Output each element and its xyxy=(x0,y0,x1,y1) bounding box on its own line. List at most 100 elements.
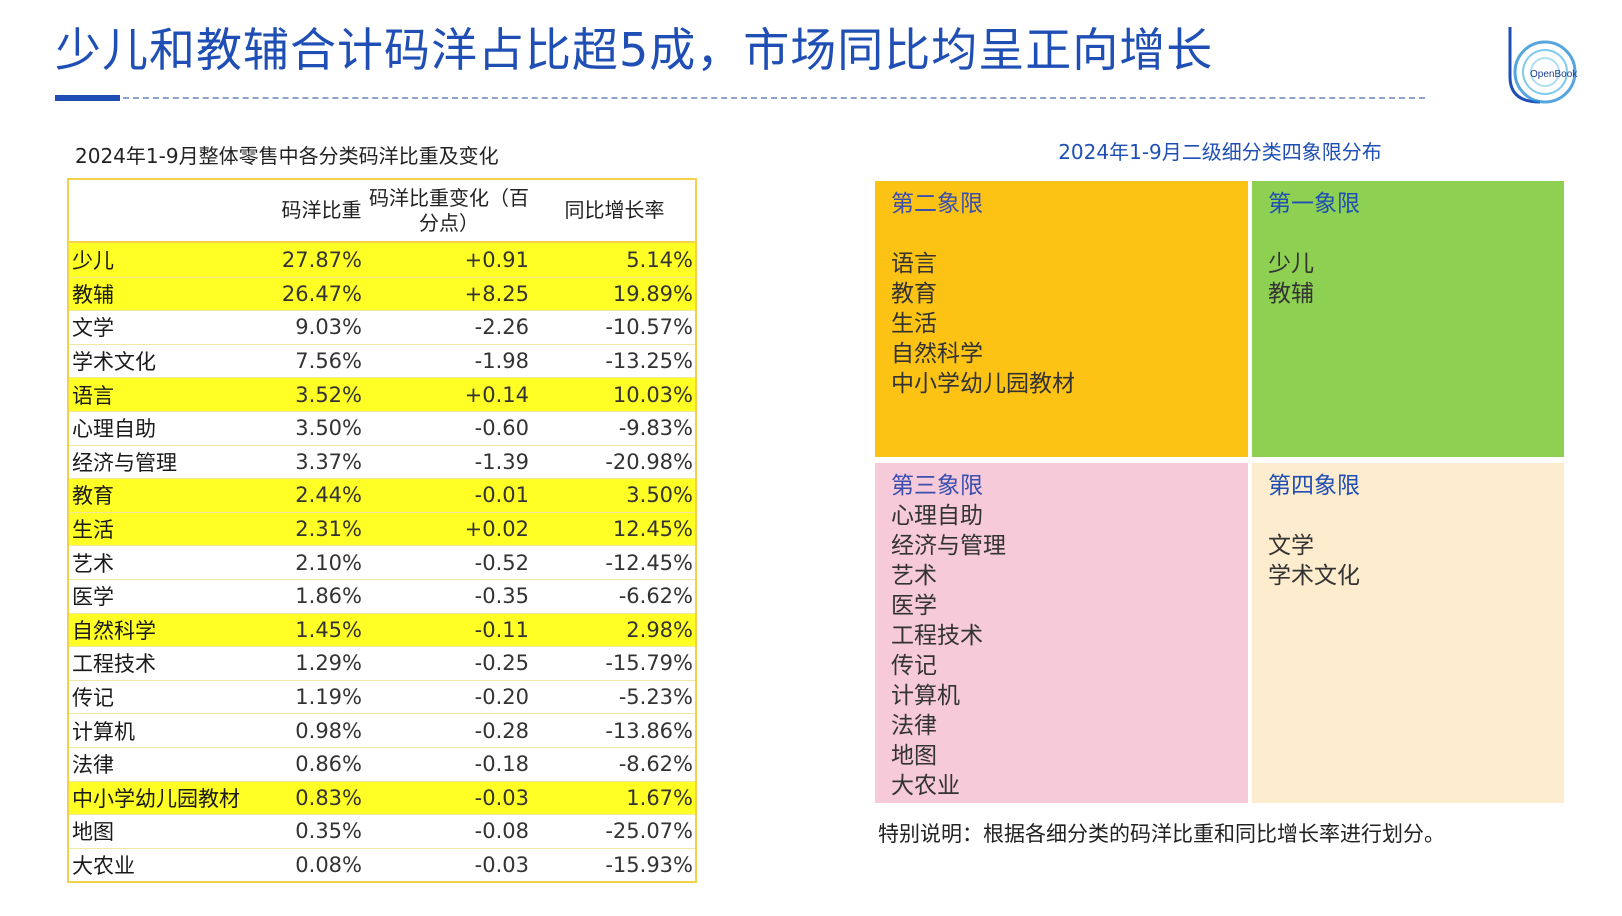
table-row: 自然科学 1.45% -0.11 2.98% xyxy=(69,612,695,647)
row-yoy-growth: 5.14% xyxy=(626,247,693,272)
row-category: 心理自助 xyxy=(72,417,156,442)
row-category: 法律 xyxy=(72,753,114,778)
quadrant-caption: 2024年1-9月二级细分类四象限分布 xyxy=(1058,140,1382,164)
row-share: 3.50% xyxy=(295,416,362,441)
row-category: 艺术 xyxy=(72,551,114,576)
quadrant-footnote: 特别说明：根据各细分类的码洋比重和同比增长率进行划分。 xyxy=(878,822,1445,846)
table-row: 计算机 0.98% -0.28 -13.86% xyxy=(69,713,695,747)
row-share-change: -2.26 xyxy=(474,315,529,340)
row-share: 26.47% xyxy=(281,281,362,306)
table-row: 文学 9.03% -2.26 -10.57% xyxy=(69,310,695,344)
quadrant-item: 医学 xyxy=(891,593,937,619)
quadrant-item: 语言 xyxy=(891,251,937,277)
quadrant-item: 生活 xyxy=(891,311,937,337)
table-body: 少儿 27.87% +0.91 5.14% 教辅 26.47% +8.25 19.89% 文学 9… xyxy=(69,243,695,881)
table-row: 教育 2.44% -0.01 3.50% xyxy=(69,478,695,512)
row-share: 0.98% xyxy=(295,718,362,743)
row-yoy-growth: 1.67% xyxy=(626,785,693,810)
page-title: 少儿和教辅合计码洋占比超5成，市场同比均呈正向增长 xyxy=(55,23,1214,77)
row-yoy-growth: -9.83% xyxy=(618,416,693,441)
row-share: 3.37% xyxy=(295,449,362,474)
row-category: 大农业 xyxy=(72,853,135,878)
quadrant-1: 第一象限 少儿 教辅 xyxy=(1252,181,1564,457)
row-share-change: -0.03 xyxy=(474,785,529,810)
title-underline xyxy=(55,95,1425,101)
quadrant-item: 自然科学 xyxy=(891,341,983,367)
row-yoy-growth: -25.07% xyxy=(605,819,693,844)
row-share-change: -0.28 xyxy=(474,718,529,743)
row-category: 工程技术 xyxy=(72,652,156,677)
row-share: 1.19% xyxy=(295,685,362,710)
row-share: 0.86% xyxy=(295,752,362,777)
quadrant-3: 第三象限 心理自助 经济与管理 艺术 医学 工程技术 传记 计算机 法律 地图 大农业 xyxy=(875,463,1248,803)
row-yoy-growth: -5.23% xyxy=(618,685,693,710)
row-share: 0.83% xyxy=(295,785,362,810)
quadrant-2-items: 语言 教育 生活 自然科学 中小学幼儿园教材 xyxy=(891,249,1232,399)
row-yoy-growth: -20.98% xyxy=(605,449,693,474)
row-category: 地图 xyxy=(72,820,114,845)
row-share-change: +0.14 xyxy=(464,382,529,407)
quadrant-item: 大农业 xyxy=(891,773,960,799)
row-share-change: +0.91 xyxy=(464,247,529,272)
quadrant-item: 教辅 xyxy=(1268,281,1314,307)
row-yoy-growth: -15.79% xyxy=(605,651,693,676)
table-row: 传记 1.19% -0.20 -5.23% xyxy=(69,679,695,714)
table-row: 大农业 0.08% -0.03 -15.93% xyxy=(69,847,695,882)
quadrant-item: 艺术 xyxy=(891,563,937,589)
row-yoy-growth: 12.45% xyxy=(612,517,693,542)
table-row: 法律 0.86% -0.18 -8.62% xyxy=(69,746,695,781)
row-category: 经济与管理 xyxy=(72,450,177,475)
table-row: 语言 3.52% +0.14 10.03% xyxy=(69,377,695,411)
quadrant-item: 工程技术 xyxy=(891,623,983,649)
row-category: 语言 xyxy=(72,383,114,408)
quadrant-2-title: 第二象限 xyxy=(891,191,983,217)
row-category: 教辅 xyxy=(72,282,114,307)
row-yoy-growth: -10.57% xyxy=(605,315,693,340)
row-share-change: -0.01 xyxy=(474,483,529,508)
quadrant-item: 计算机 xyxy=(891,683,960,709)
row-share: 1.86% xyxy=(295,584,362,609)
row-share: 2.44% xyxy=(295,483,362,508)
table-row: 地图 0.35% -0.08 -25.07% xyxy=(69,814,695,848)
table-row: 经济与管理 3.37% -1.39 -20.98% xyxy=(69,444,695,479)
table-row: 生活 2.31% +0.02 12.45% xyxy=(69,511,695,546)
row-share: 0.35% xyxy=(295,819,362,844)
row-share: 3.52% xyxy=(295,382,362,407)
quadrant-item: 学术文化 xyxy=(1268,563,1360,589)
row-share-change: -0.03 xyxy=(474,852,529,877)
row-yoy-growth: -13.86% xyxy=(605,718,693,743)
row-share: 9.03% xyxy=(295,315,362,340)
category-share-table: 码洋比重 码洋比重变化（百分点） 同比增长率 少儿 27.87% +0.91 5.14… xyxy=(67,178,697,884)
quadrant-item: 法律 xyxy=(891,713,937,739)
row-share-change: -0.20 xyxy=(474,685,529,710)
row-share-change: -1.39 xyxy=(474,449,529,474)
quadrant-1-items: 少儿 教辅 xyxy=(1268,249,1548,309)
row-category: 学术文化 xyxy=(72,350,156,375)
row-category: 医学 xyxy=(72,585,114,610)
row-share-change: -1.98 xyxy=(474,349,529,374)
quadrant-item: 经济与管理 xyxy=(891,533,1006,559)
quadrant-item: 中小学幼儿园教材 xyxy=(891,371,1075,397)
row-share-change: +8.25 xyxy=(464,281,529,306)
quadrant-3-title: 第三象限 xyxy=(891,473,983,499)
table-row: 工程技术 1.29% -0.25 -15.79% xyxy=(69,646,695,680)
row-share-change: -0.60 xyxy=(474,416,529,441)
row-share: 2.10% xyxy=(295,550,362,575)
row-share: 2.31% xyxy=(295,517,362,542)
logo-text: OpenBook xyxy=(1530,69,1578,80)
row-category: 文学 xyxy=(72,316,114,341)
row-share-change: -0.25 xyxy=(474,651,529,676)
quadrant-2: 第二象限 语言 教育 生活 自然科学 中小学幼儿园教材 xyxy=(875,181,1248,457)
table-row: 心理自助 3.50% -0.60 -9.83% xyxy=(69,410,695,445)
quadrant-item: 心理自助 xyxy=(891,503,983,529)
row-share: 1.45% xyxy=(295,617,362,642)
row-category: 生活 xyxy=(72,518,114,543)
row-yoy-growth: -15.93% xyxy=(605,852,693,877)
quadrant-4-title: 第四象限 xyxy=(1268,473,1360,499)
row-yoy-growth: -12.45% xyxy=(605,550,693,575)
row-share: 27.87% xyxy=(281,247,362,272)
row-yoy-growth: -8.62% xyxy=(618,752,693,777)
row-category: 少儿 xyxy=(72,248,114,273)
quadrant-1-title: 第一象限 xyxy=(1268,191,1360,217)
quadrant-4: 第四象限 文学 学术文化 xyxy=(1252,463,1564,803)
